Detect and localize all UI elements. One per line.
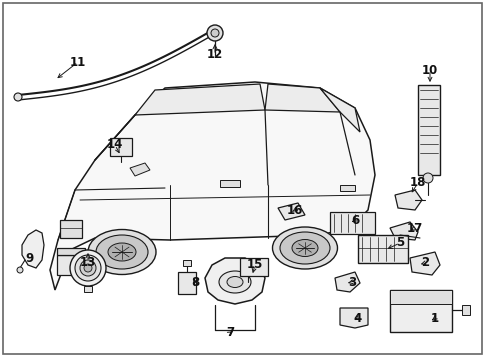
Polygon shape xyxy=(389,222,417,240)
Ellipse shape xyxy=(219,271,251,293)
Text: 5: 5 xyxy=(395,236,403,250)
Text: 2: 2 xyxy=(420,256,428,270)
Polygon shape xyxy=(334,272,359,292)
Text: 10: 10 xyxy=(421,64,437,76)
Ellipse shape xyxy=(108,243,136,261)
Text: 14: 14 xyxy=(106,139,123,151)
Text: 1: 1 xyxy=(430,312,438,325)
Ellipse shape xyxy=(291,240,318,256)
Bar xyxy=(182,260,191,266)
Ellipse shape xyxy=(88,230,156,275)
Text: 6: 6 xyxy=(350,213,358,226)
Text: 17: 17 xyxy=(406,221,422,235)
Bar xyxy=(389,290,451,304)
Circle shape xyxy=(422,173,432,183)
Bar xyxy=(417,85,439,175)
Text: 13: 13 xyxy=(80,256,96,268)
Bar xyxy=(357,235,407,263)
Text: 9: 9 xyxy=(26,251,34,265)
Ellipse shape xyxy=(272,227,337,269)
Polygon shape xyxy=(135,84,264,115)
Text: 3: 3 xyxy=(347,276,355,288)
Circle shape xyxy=(14,93,22,101)
Ellipse shape xyxy=(227,277,242,287)
Text: 12: 12 xyxy=(207,49,223,61)
Ellipse shape xyxy=(96,235,148,269)
Circle shape xyxy=(211,29,219,37)
Polygon shape xyxy=(339,308,367,328)
Bar xyxy=(60,220,82,238)
Ellipse shape xyxy=(279,232,329,264)
Text: 18: 18 xyxy=(409,176,425,190)
Text: 4: 4 xyxy=(353,312,362,325)
Bar xyxy=(220,180,240,187)
Bar xyxy=(461,305,469,315)
Bar xyxy=(329,212,374,234)
Polygon shape xyxy=(50,82,374,290)
Bar xyxy=(178,272,196,294)
Bar xyxy=(240,258,268,276)
Circle shape xyxy=(80,260,96,276)
Circle shape xyxy=(75,255,101,281)
Bar xyxy=(57,248,85,255)
Bar xyxy=(339,185,354,191)
Text: 15: 15 xyxy=(246,258,263,272)
Polygon shape xyxy=(394,190,421,210)
Circle shape xyxy=(207,25,223,41)
Polygon shape xyxy=(22,230,44,268)
Polygon shape xyxy=(205,258,264,304)
Polygon shape xyxy=(264,84,339,112)
Bar xyxy=(84,286,92,292)
Circle shape xyxy=(70,250,106,286)
Text: 8: 8 xyxy=(191,277,199,290)
Polygon shape xyxy=(319,88,359,132)
Polygon shape xyxy=(277,203,304,220)
Circle shape xyxy=(17,267,23,273)
Circle shape xyxy=(84,264,92,272)
Bar xyxy=(389,290,451,332)
Polygon shape xyxy=(130,163,150,176)
Text: 11: 11 xyxy=(70,55,86,69)
Bar xyxy=(57,255,85,275)
Text: 16: 16 xyxy=(286,203,302,216)
Polygon shape xyxy=(409,252,439,275)
Text: 7: 7 xyxy=(226,327,234,340)
Bar xyxy=(110,138,132,156)
